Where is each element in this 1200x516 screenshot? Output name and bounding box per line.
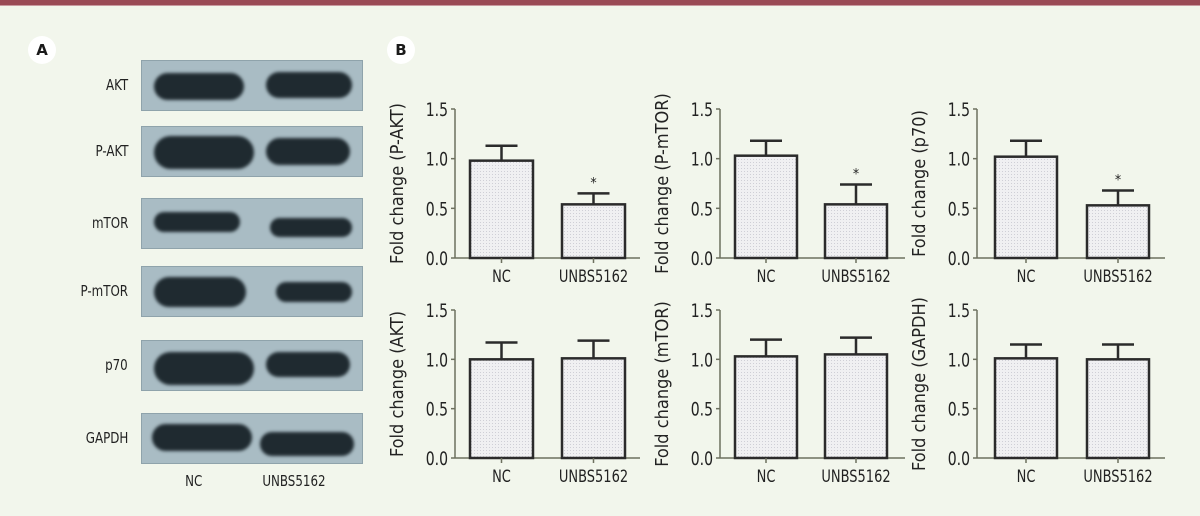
blot-label-p-akt: P-AKT [95,142,128,160]
significance-marker: * [590,175,596,191]
y-tick-label: 1.0 [948,350,970,372]
x-tick-label: NC [1017,466,1036,486]
x-tick-label: UNBS5162 [1083,466,1152,486]
bar-nc [993,155,1059,260]
significance-marker: * [853,166,859,182]
significance-marker: * [1115,172,1121,188]
panel-b-label: B [387,36,415,64]
y-tick-label: 1.5 [948,100,970,122]
y-tick-label: 1.5 [426,100,448,122]
lane-label-unbs5162: UNBS5162 [262,472,326,490]
blot-strip-p70 [141,340,363,391]
bar-unbs5162 [823,203,889,260]
y-tick-label: 1.5 [948,301,970,323]
band-nc [154,212,240,232]
y-axis-label: Fold change (P-mTOR) [652,93,673,274]
bar-nc [733,355,799,460]
blot-label-p70: p70 [105,356,128,374]
blot-label-mtor: mTOR [91,214,128,232]
x-tick-label: UNBS5162 [559,266,628,286]
bar-nc [468,159,535,260]
band-unbs5162 [276,282,352,302]
chart-fold-change-p-akt: 0.0 0.5 1.0 1.5 Fold change (P-AKT) NC UNBS516… [387,100,640,286]
chart-fold-change-p70: 0.0 0.5 1.0 1.5 Fold change (p70) NC UNBS5162 * [909,100,1165,286]
y-tick-label: 0.5 [948,199,970,221]
x-tick-label: NC [757,266,776,286]
y-tick-label: 0.5 [426,199,448,221]
x-tick-label: UNBS5162 [821,266,890,286]
band-nc [154,352,254,385]
band-unbs5162 [266,138,350,165]
band-unbs5162 [260,432,354,456]
top-accent-bar [0,0,1200,6]
x-tick-label: NC [1017,266,1036,286]
y-tick-label: 0.0 [948,249,970,271]
chart-fold-change-akt: 0.0 0.5 1.0 1.5 Fold change (AKT) NC UNBS5162 [387,301,640,486]
chart-fold-change-p-mtor: 0.0 0.5 1.0 1.5 Fold change (P-mTOR) NC UNBS51… [652,93,905,286]
y-tick-label: 0.0 [426,249,448,271]
y-tick-label: 1.0 [691,350,713,372]
x-tick-label: NC [757,466,776,486]
bar-unbs5162 [1085,204,1151,260]
y-axis-label: Fold change (AKT) [387,311,408,457]
panel-a-label: A [28,36,56,64]
blot-strip-p-mtor [141,266,363,317]
band-nc [154,136,254,169]
bar-nc [993,357,1059,460]
bar-unbs5162 [823,353,889,460]
x-tick-label: UNBS5162 [821,466,890,486]
y-axis-label: Fold change (mTOR) [652,301,673,467]
bar-nc [733,154,799,260]
band-unbs5162 [266,352,350,377]
blot-strip-mtor [141,198,363,249]
bar-nc [468,358,535,460]
y-axis-label: Fold change (GAPDH) [909,297,930,471]
y-tick-label: 1.5 [691,301,713,323]
band-unbs5162 [270,218,352,237]
y-tick-label: 0.0 [691,249,713,271]
band-unbs5162 [266,72,352,98]
y-tick-label: 1.5 [691,100,713,122]
y-tick-label: 1.0 [691,149,713,171]
y-tick-label: 0.5 [948,399,970,421]
y-tick-label: 0.0 [948,449,970,471]
y-tick-label: 1.5 [426,301,448,323]
bar-unbs5162 [1085,358,1151,460]
y-tick-label: 0.5 [426,399,448,421]
bar-unbs5162 [560,203,627,260]
band-nc [154,277,246,307]
x-tick-label: NC [492,466,511,486]
bar-unbs5162 [560,357,627,460]
band-nc [154,73,244,100]
y-tick-label: 0.5 [691,199,713,221]
chart-fold-change-gapdh: 0.0 0.5 1.0 1.5 Fold change (GAPDH) NC UNBS516… [909,297,1165,486]
y-tick-label: 0.0 [426,449,448,471]
x-tick-label: UNBS5162 [1083,266,1152,286]
y-tick-label: 1.0 [426,350,448,372]
y-axis-label: Fold change (P-AKT) [387,103,408,264]
y-tick-label: 0.0 [691,449,713,471]
blot-strip-gapdh [141,413,363,464]
blot-strip-p-akt [141,126,363,177]
blot-strip-akt [141,60,363,111]
y-tick-label: 1.0 [948,149,970,171]
x-tick-label: UNBS5162 [559,466,628,486]
lane-label-nc: NC [185,472,203,490]
y-axis-label: Fold change (p70) [909,110,930,257]
y-tick-label: 1.0 [426,149,448,171]
x-tick-label: NC [492,266,511,286]
band-nc [152,424,252,451]
y-tick-label: 0.5 [691,399,713,421]
blot-label-p-mtor: P-mTOR [80,282,128,300]
blot-label-gapdh: GAPDH [85,429,128,447]
blot-label-akt: AKT [105,76,128,94]
chart-fold-change-mtor: 0.0 0.5 1.0 1.5 Fold change (mTOR) NC UNBS5162 [652,301,905,486]
